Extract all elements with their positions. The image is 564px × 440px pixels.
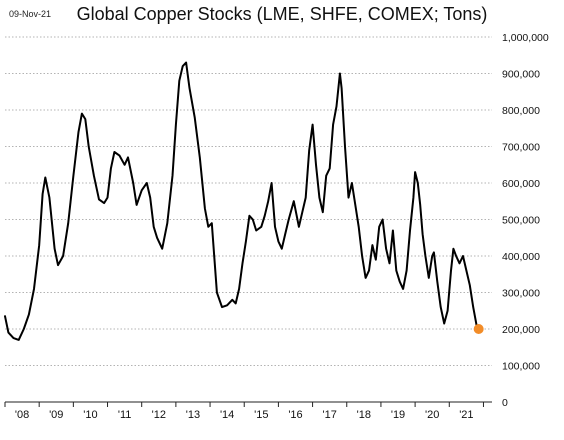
y-tick-label-4: 400,000 [502,251,540,263]
y-tick-label-10: 1,000,000 [502,32,549,44]
x-tick-label-7: '15 [254,409,268,421]
x-tick-label-5: '13 [186,409,200,421]
x-tick-label-8: '16 [288,409,302,421]
x-tick-label-4: '12 [152,409,166,421]
y-tick-label-1: 100,000 [502,361,540,373]
x-tick-label-1: '09 [49,409,63,421]
gridlines [5,36,492,366]
x-tick-label-3: '11 [118,409,132,421]
x-tick-label-13: '21 [459,409,473,421]
last-value-marker [473,324,484,334]
y-tick-label-0: 0 [502,397,508,409]
chart-title: Global Copper Stocks (LME, SHFE, COMEX; … [76,4,488,24]
x-tick-label-0: '08 [15,409,29,421]
y-tick-label-5: 500,000 [502,215,540,227]
x-tick-label-10: '18 [357,409,371,421]
x-tick-label-9: '17 [322,409,336,421]
y-axis: 0 100,000 200,000 300,000 400,000 500,000 600,… [502,32,549,409]
x-tick-label-11: '19 [391,409,405,421]
x-axis: '08 '09 '10 '11 '12 '13 '14 '15 '16 '17 '18 '19 '20 '… [4,401,492,421]
x-tick-label-2: '10 [83,409,97,421]
series-layer [4,61,484,341]
date-stamp: 09-Nov-21 [9,9,52,19]
y-tick-label-2: 200,000 [502,324,540,336]
series-line-0 [4,61,480,341]
y-tick-label-7: 700,000 [502,142,540,154]
x-tick-label-12: '20 [425,409,439,421]
x-tick-label-6: '14 [220,409,234,421]
y-tick-label-9: 900,000 [502,69,540,81]
y-tick-label-3: 300,000 [502,288,540,300]
y-tick-label-8: 800,000 [502,105,540,117]
y-tick-label-6: 600,000 [502,178,540,190]
